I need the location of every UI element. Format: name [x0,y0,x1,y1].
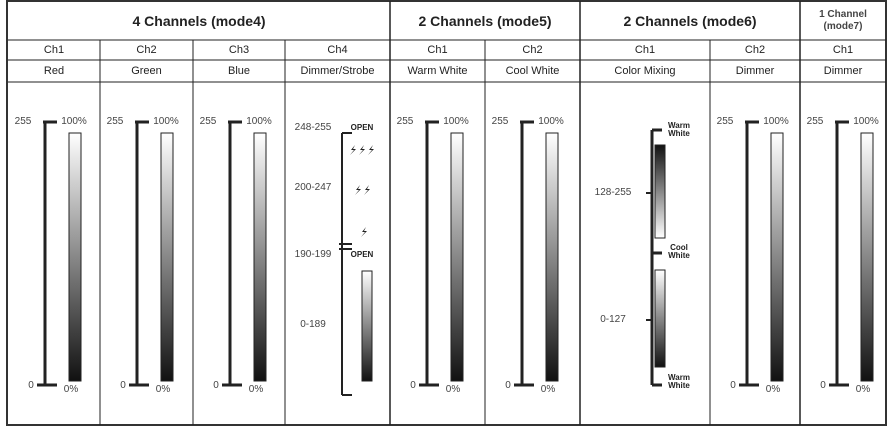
gradient-bar [361,270,373,382]
scale-min-percent: 0% [63,384,79,395]
function-label: Dimmer [735,65,775,77]
scale-max-percent: 100% [443,116,469,127]
function-label: Green [131,65,162,77]
function-label: Warm White [407,65,468,77]
color-label: Warm White [668,121,690,138]
strobe-icon [350,145,356,155]
channel-label: Ch3 [228,44,250,56]
function-label: Cool White [505,65,560,77]
scale-max: 255 [396,116,414,127]
gradient-bar [770,132,784,382]
function-label: Red [43,65,65,77]
channel-label: Ch2 [522,44,543,56]
scale-min-percent: 0% [855,384,871,395]
gradient-bar [860,132,874,382]
channel-label: Ch2 [744,44,766,56]
gradient-bar [654,144,666,239]
function-label: Color Mixing [614,65,676,77]
scale-min: 0 [410,380,416,391]
scale-min-percent: 0% [248,384,264,395]
scale-min-percent: 0% [765,384,781,395]
function-label: Dimmer [823,65,863,77]
gradient-bar [654,269,666,368]
scale-max-percent: 100% [763,116,789,127]
scale-max-percent: 100% [853,116,879,127]
scale-min-percent: 0% [155,384,171,395]
range-note: OPEN [350,123,374,132]
range-label: 0-189 [300,319,326,330]
scale-min-percent: 0% [540,384,556,395]
range-label: 0-127 [600,314,626,325]
scale-min-percent: 0% [445,384,461,395]
scale-max-percent: 100% [538,116,564,127]
scale-min: 0 [730,380,736,391]
mode-title: 1 Channel (mode7) [819,8,867,32]
scale-min: 0 [120,380,126,391]
scale-max: 255 [199,116,217,127]
channel-label: Ch1 [832,44,854,56]
range-label: 190-199 [294,249,332,260]
strobe-icon [361,227,367,237]
scale-min: 0 [213,380,219,391]
gradient-bar [545,132,559,382]
channel-label: Ch4 [327,44,348,56]
range-label: 128-255 [594,187,632,198]
channel-label: Ch2 [136,44,157,56]
outer-border [6,0,887,426]
scale-max: 255 [716,116,734,127]
channel-label: Ch1 [634,44,656,56]
gradient-bar [253,132,267,382]
scale-max: 255 [14,116,32,127]
strobe-icon [359,145,365,155]
gradient-bar [160,132,174,382]
function-label: Dimmer/Strobe [300,65,375,77]
channel-label: Ch1 [427,44,448,56]
function-label: Blue [227,65,251,77]
scale-min: 0 [505,380,511,391]
mode-title: 2 Channels (mode6) [623,12,757,29]
scale-min: 0 [28,380,34,391]
strobe-icon [364,185,370,195]
scale-max-percent: 100% [61,116,87,127]
gradient-bar [68,132,82,382]
scale-max: 255 [106,116,124,127]
gradient-bar [450,132,464,382]
range-label: 248-255 [294,122,332,133]
color-label: Cool White [668,243,690,260]
strobe-icon [368,145,374,155]
mode-title: 2 Channels (mode5) [418,12,552,29]
scale-max: 255 [491,116,509,127]
channel-label: Ch1 [43,44,65,56]
mode-title: 4 Channels (mode4) [132,12,266,29]
range-note: OPEN [350,250,374,259]
scale-min: 0 [820,380,826,391]
range-label: 200-247 [294,182,332,193]
color-label: Warm White [668,373,690,390]
scale-max-percent: 100% [246,116,272,127]
strobe-icon [355,185,361,195]
scale-max-percent: 100% [153,116,179,127]
scale-max: 255 [806,116,824,127]
